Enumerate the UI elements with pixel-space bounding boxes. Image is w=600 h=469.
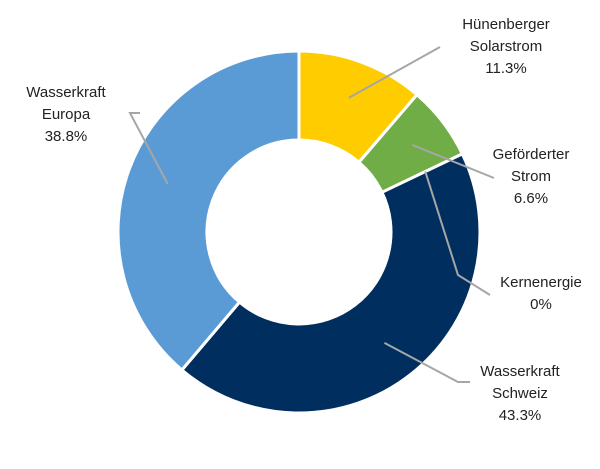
label-line: Wasserkraft (480, 363, 560, 380)
label-value: 38.8% (44, 128, 88, 145)
label-value: 6.6% (513, 190, 549, 207)
label-wasserkraft-europa: Wasserkraft Europa 38.8% (6, 82, 126, 148)
leader-line-gefoerderter (412, 144, 495, 179)
leader-line-kernenergie (424, 171, 491, 296)
slice-wasserkraft-europa (116, 49, 301, 372)
label-line: Geförderter (492, 146, 570, 163)
slice-wasserkraft-schweiz (180, 152, 482, 415)
label-gefoerderter-strom: Geförderter Strom 6.6% (476, 144, 586, 210)
label-wasserkraft-schweiz: Wasserkraft Schweiz 43.3% (460, 361, 580, 427)
label-value: 11.3% (485, 60, 527, 77)
label-value: 0% (530, 296, 552, 313)
leader-line-wasserkraft-europa (128, 112, 169, 185)
label-kernenergie: Kernenergie 0% (486, 272, 596, 316)
label-line: Kernenergie (500, 274, 582, 291)
label-line: Europa (41, 106, 91, 123)
label-line: Strom (510, 168, 551, 185)
leader-line-hunenberger (348, 46, 441, 99)
label-line: Solarstrom (469, 38, 543, 55)
label-line: Wasserkraft (26, 84, 106, 101)
label-line: Hünenberger (462, 16, 550, 33)
label-value: 43.3% (498, 407, 542, 424)
leader-line-wasserkraft-schweiz (383, 342, 470, 383)
label-line: Schweiz (492, 385, 548, 402)
label-hunenberger-solarstrom: Hünenberger Solarstrom 11.3% (436, 14, 576, 80)
